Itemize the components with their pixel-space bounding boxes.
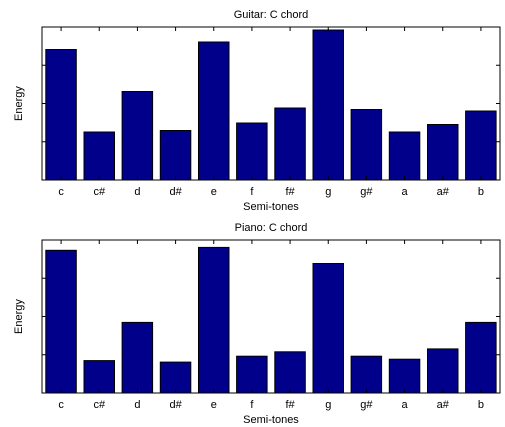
x-tick-label: a# [437, 186, 450, 198]
bar-d [121, 321, 154, 394]
bar-a-sharp [427, 348, 459, 394]
bar-e [198, 41, 230, 181]
bar-f-sharp [274, 351, 306, 394]
bar-c [45, 249, 77, 394]
bar-f-sharp [274, 107, 306, 181]
bar-g-sharp [350, 109, 383, 181]
bar-a-sharp [427, 124, 459, 181]
x-tick-label: a [402, 186, 409, 198]
y-axis-label: Energy [13, 86, 25, 121]
bar-g-sharp [350, 355, 383, 394]
x-tick-label: f# [285, 186, 295, 198]
bar-c-sharp [83, 360, 115, 394]
chart-title: Piano: C chord [235, 222, 308, 234]
x-tick-label: g [325, 186, 331, 198]
x-tick-label: g [325, 399, 331, 411]
x-tick-label: e [211, 399, 217, 411]
bar-g [312, 263, 344, 394]
bar-a [388, 131, 421, 181]
x-tick-label: a [402, 399, 409, 411]
x-tick-label: f [250, 186, 254, 198]
bar-g [312, 29, 344, 181]
bar-f [236, 122, 268, 181]
bar-b [465, 110, 497, 181]
x-axis-label: Semi-tones [243, 201, 299, 213]
chart-title: Guitar: C chord [234, 9, 309, 21]
bar-d [121, 91, 154, 181]
x-tick-label: f [250, 399, 254, 411]
x-tick-label: b [478, 186, 484, 198]
x-tick-label: d# [169, 186, 182, 198]
x-tick-label: e [211, 186, 217, 198]
x-tick-label: c# [93, 399, 106, 411]
bar-e [198, 246, 230, 394]
x-tick-label: a# [437, 399, 450, 411]
x-tick-label: d [134, 186, 140, 198]
bar-c-sharp [83, 131, 115, 181]
bar-c [45, 49, 77, 181]
x-tick-label: c# [93, 186, 106, 198]
bar-a [388, 358, 421, 394]
x-tick-label: b [478, 399, 484, 411]
x-axis-label: Semi-tones [243, 414, 299, 426]
x-tick-label: d# [169, 399, 182, 411]
x-tick-label: c [58, 399, 64, 411]
x-tick-label: g# [360, 186, 373, 198]
x-tick-label: d [134, 399, 140, 411]
bar-b [465, 321, 497, 394]
y-axis-label: Energy [13, 299, 25, 334]
x-tick-label: f# [285, 399, 295, 411]
x-tick-label: c [58, 186, 64, 198]
bar-f [236, 355, 268, 394]
bar-d-sharp [159, 130, 192, 181]
bar-d-sharp [159, 361, 192, 394]
x-tick-label: g# [360, 399, 373, 411]
